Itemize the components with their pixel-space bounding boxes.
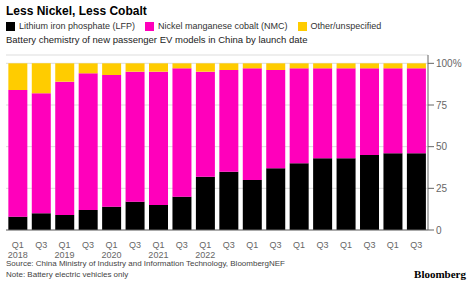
html-text:Nickel manganese cobalt (NMC): Nickel manganese cobalt (NMC) xyxy=(158,21,288,31)
svg-text:100%: 100% xyxy=(436,58,462,69)
svg-text:Q12022: Q12022 xyxy=(195,240,215,258)
svg-text:Q3: Q3 xyxy=(129,240,141,250)
svg-text:Q12021: Q12021 xyxy=(148,240,168,258)
svg-text:50: 50 xyxy=(436,141,448,152)
html-text:Source: China Ministry of Indu: Source: China Ministry of Industry and I… xyxy=(6,259,285,268)
svg-text:Q3: Q3 xyxy=(316,240,328,250)
svg-text:Q12020: Q12020 xyxy=(101,240,121,258)
svg-text:Q3: Q3 xyxy=(35,240,47,250)
svg-text:Q12019: Q12019 xyxy=(55,240,75,258)
html-text:Bloomberg: Bloomberg xyxy=(414,268,466,280)
svg-text:75: 75 xyxy=(436,100,448,111)
html-text:Note: Battery electric vehicle: Note: Battery electric vehicles only xyxy=(6,270,129,279)
html-text:Battery chemistry of new passe: Battery chemistry of new passenger EV mo… xyxy=(6,34,308,45)
html-text:Other/unspecified: Other/unspecified xyxy=(310,21,382,31)
html-text:Less Nickel, Less Cobalt: Less Nickel, Less Cobalt xyxy=(6,4,147,18)
svg-text:Q3: Q3 xyxy=(363,240,375,250)
svg-text:Q12018: Q12018 xyxy=(8,240,28,258)
svg-text:Q3: Q3 xyxy=(410,240,422,250)
svg-text:0: 0 xyxy=(436,225,442,236)
svg-text:Q3: Q3 xyxy=(223,240,235,250)
svg-text:Q1: Q1 xyxy=(246,240,258,250)
svg-text:Q1: Q1 xyxy=(293,240,305,250)
svg-text:Q1: Q1 xyxy=(387,240,399,250)
html-text:Lithium iron phosphate (LFP): Lithium iron phosphate (LFP) xyxy=(19,21,136,31)
svg-text:Q3: Q3 xyxy=(82,240,94,250)
svg-text:25: 25 xyxy=(436,183,448,194)
svg-text:Q3: Q3 xyxy=(176,240,188,250)
svg-text:Q3: Q3 xyxy=(270,240,282,250)
svg-text:Q1: Q1 xyxy=(340,240,352,250)
